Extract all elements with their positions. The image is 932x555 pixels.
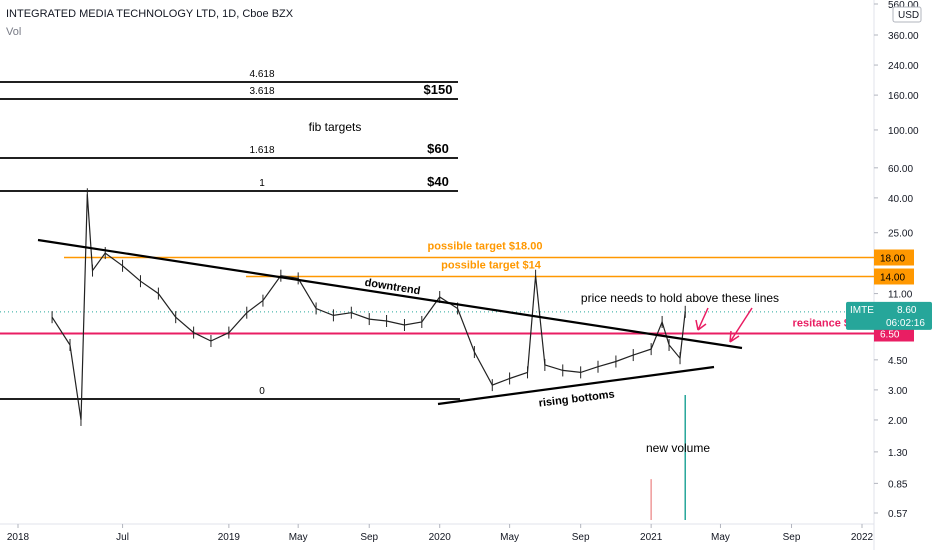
fib-ratio-label: 1 xyxy=(259,178,265,189)
current-price-symbol: IMTE xyxy=(850,305,874,316)
x-tick-label: Sep xyxy=(572,532,590,543)
y-tick-label: 25.00 xyxy=(888,229,913,240)
y-tick-label: 40.00 xyxy=(888,194,913,205)
x-tick-label: May xyxy=(289,532,308,543)
x-tick-label: Sep xyxy=(783,532,801,543)
axis-price-tag-label: 14.00 xyxy=(880,273,905,284)
fib-target-label: $60 xyxy=(427,141,449,156)
fib-ratio-label: 4.618 xyxy=(249,69,274,80)
y-tick-label: 240.00 xyxy=(888,61,919,72)
y-tick-label: 0.85 xyxy=(888,479,908,490)
y-tick-label: 560.00 xyxy=(888,0,919,11)
y-tick-label: 3.00 xyxy=(888,386,908,397)
x-tick-label: 2022 xyxy=(851,532,874,543)
current-price-countdown: 06:02:16 xyxy=(886,318,925,329)
y-tick-label: 11.00 xyxy=(888,290,913,301)
fib-title: fib targets xyxy=(309,120,362,134)
rising-bottoms-label: rising bottoms xyxy=(538,388,615,409)
horizontal-level-label: possible target $14 xyxy=(441,260,542,272)
currency-label: USD xyxy=(898,10,919,21)
rising-bottoms-line xyxy=(437,365,715,406)
y-tick-label: 2.00 xyxy=(888,416,908,427)
y-tick-label: 60.00 xyxy=(888,164,913,175)
hold-annotation: price needs to hold above these lines xyxy=(581,291,779,305)
x-tick-label: Sep xyxy=(360,532,378,543)
arrow-annotation xyxy=(729,307,753,343)
y-tick-label: 4.50 xyxy=(888,356,908,367)
y-tick-label: 100.00 xyxy=(888,126,919,137)
x-tick-label: May xyxy=(711,532,730,543)
y-tick-label: 1.30 xyxy=(888,448,908,459)
symbol-title: INTEGRATED MEDIA TECHNOLOGY LTD, 1D, Cbo… xyxy=(6,8,294,20)
axis-price-tag xyxy=(874,268,914,285)
fib-ratio-label: 0 xyxy=(259,386,265,397)
y-tick-label: 0.57 xyxy=(888,509,908,520)
axis-price-tag-label: 18.00 xyxy=(880,254,905,265)
fib-ratio-label: 3.618 xyxy=(249,86,274,97)
current-price-value: 8.60 xyxy=(897,305,917,316)
x-tick-label: 2021 xyxy=(640,532,663,543)
volume-label: Vol xyxy=(6,26,22,38)
currency-box xyxy=(892,6,922,23)
downtrend-line xyxy=(37,238,743,350)
x-tick-label: 2018 xyxy=(7,532,30,543)
y-tick-label: 160.00 xyxy=(888,91,919,102)
horizontal-level-label: possible target $18.00 xyxy=(428,241,543,253)
fib-target-label: $40 xyxy=(427,174,449,189)
axis-price-tag-label: 6.50 xyxy=(880,330,900,341)
current-price-tag xyxy=(846,301,932,330)
y-tick-label: 360.00 xyxy=(888,31,919,42)
axis-price-tag xyxy=(874,249,914,266)
x-tick-label: 2020 xyxy=(429,532,452,543)
x-tick-label: May xyxy=(500,532,519,543)
x-tick-label: 2019 xyxy=(218,532,241,543)
price-series-line xyxy=(51,194,686,420)
x-tick-label: Jul xyxy=(116,532,129,543)
volume-annotation: new volume xyxy=(646,441,710,455)
fib-ratio-label: 1.618 xyxy=(249,145,274,156)
fib-target-label: $150 xyxy=(424,82,453,97)
arrow-annotation xyxy=(695,307,709,331)
